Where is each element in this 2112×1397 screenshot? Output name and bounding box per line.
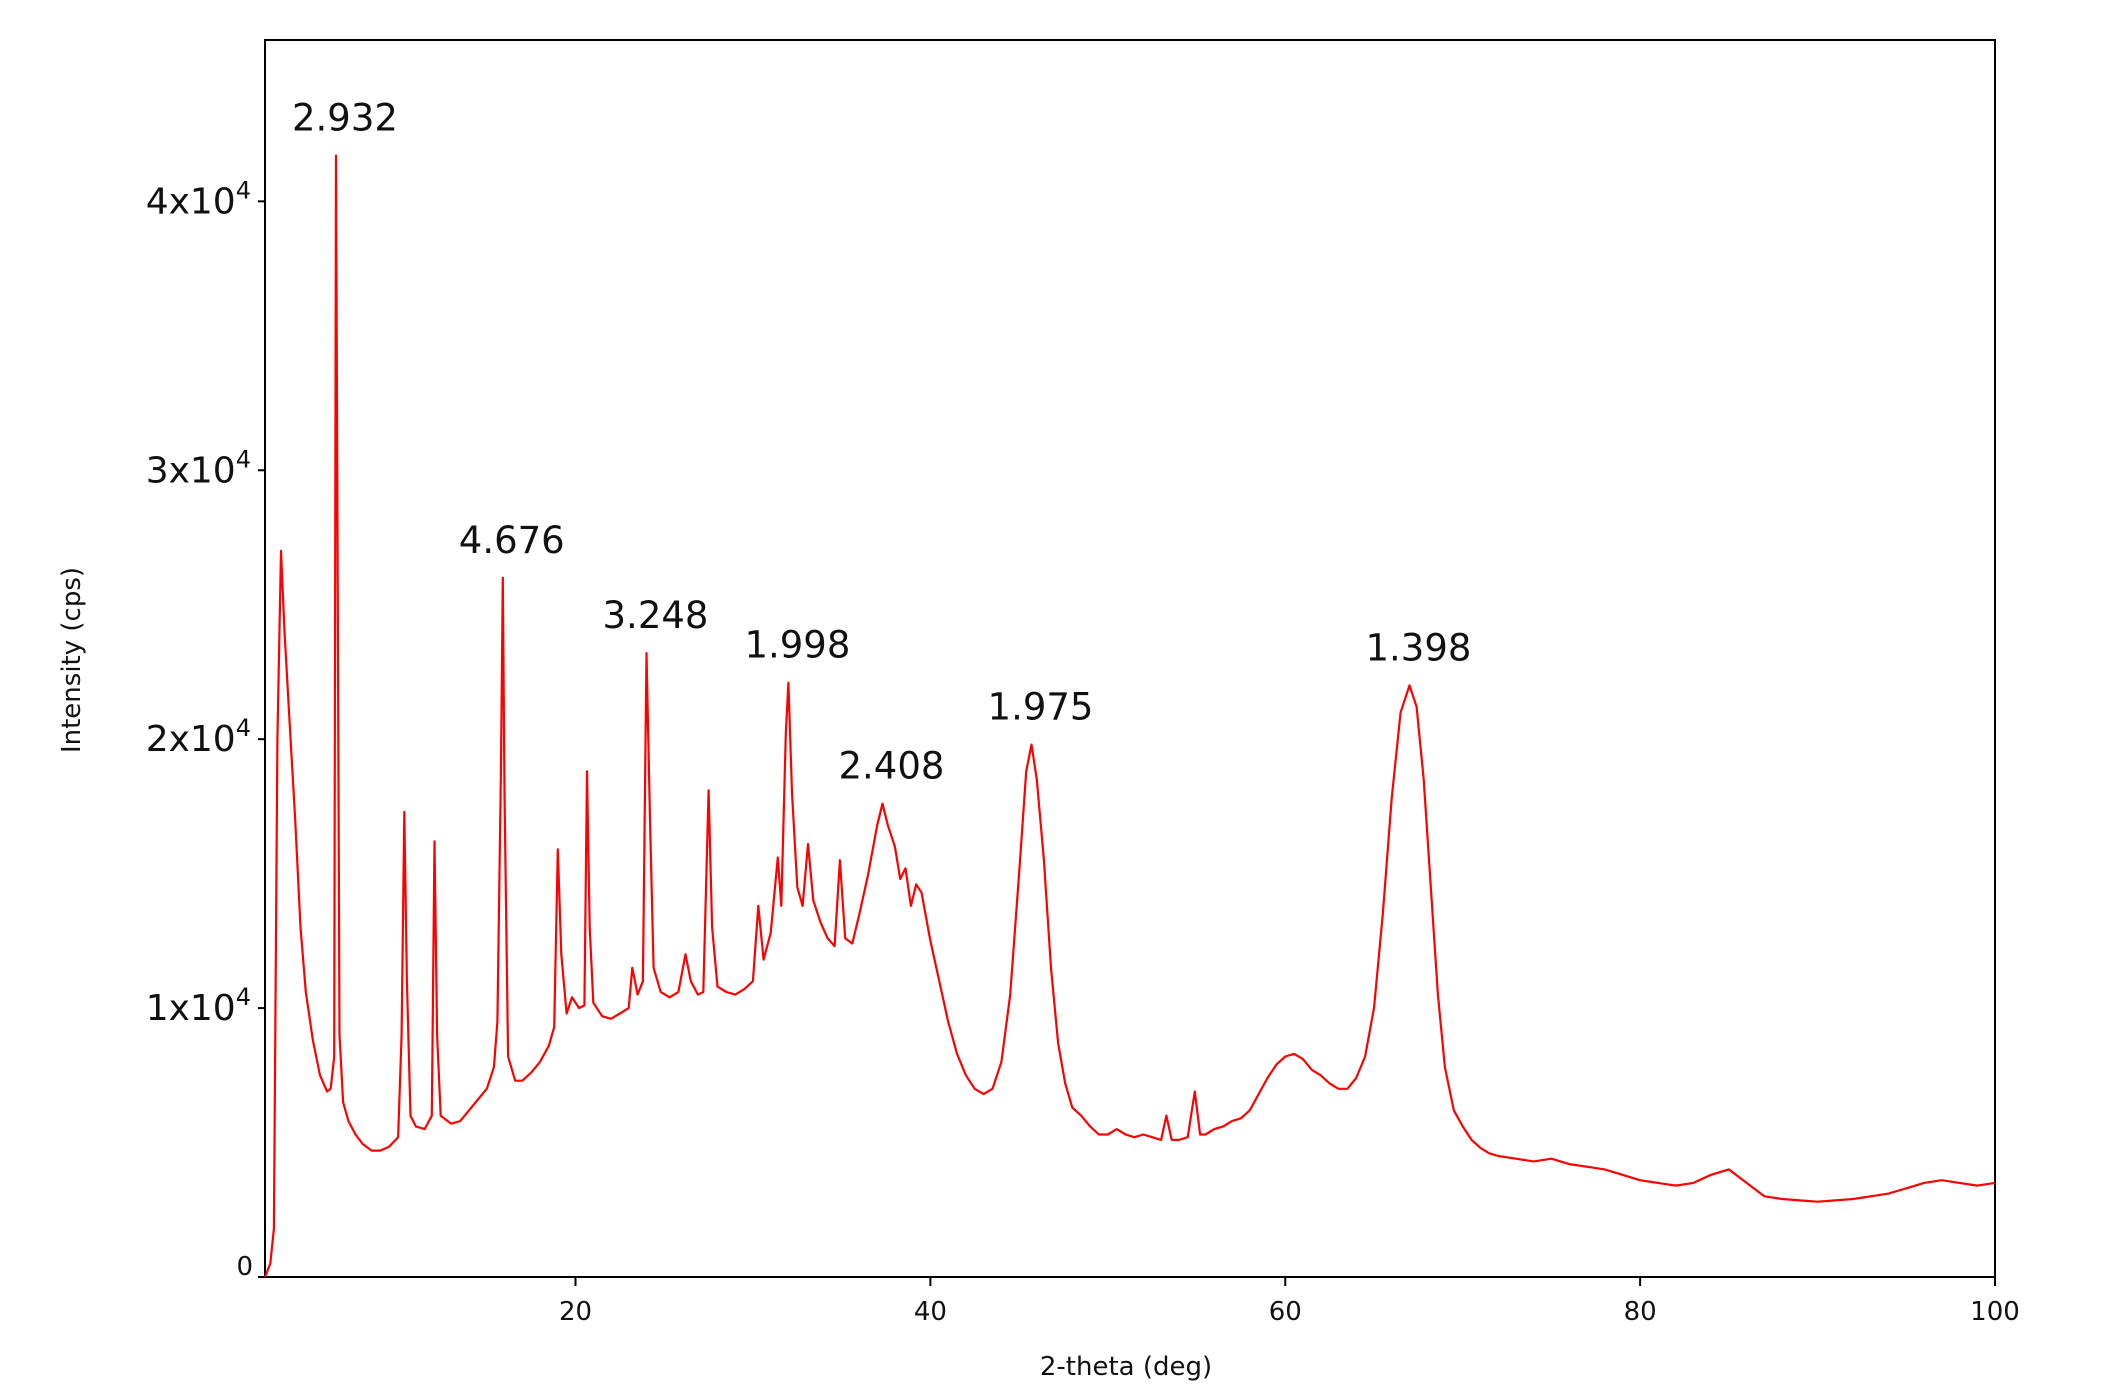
y-tick-label: 2x104 [146, 714, 251, 760]
y-axis-ticks: 0 1x104 2x104 3x104 4x104 [146, 176, 265, 1282]
x-tick-label: 40 [914, 1297, 947, 1327]
x-tick-label: 80 [1624, 1297, 1657, 1327]
peak-label: 2.932 [292, 97, 398, 140]
peak-label: 1.398 [1365, 626, 1471, 669]
series-line [263, 154, 1996, 1278]
x-tick-label: 60 [1269, 1297, 1302, 1327]
y-tick-exponent: 4 [236, 983, 251, 1011]
x-tick-label: 100 [1970, 1297, 2020, 1327]
y-tick-exponent: 4 [236, 445, 251, 473]
peak-label: 2.408 [839, 745, 945, 788]
y-tick-exponent: 4 [236, 176, 251, 204]
y-tick-label: 0 [236, 1252, 253, 1282]
x-axis-label: 2-theta (deg) [1040, 1352, 1212, 1382]
peak-label: 1.975 [988, 686, 1094, 729]
y-axis-label: Intensity (cps) [57, 567, 87, 753]
x-axis-ticks: 20 40 60 80 100 [559, 1277, 2020, 1327]
y-tick-label: 4x104 [146, 176, 251, 222]
peak-annotations: 2.932 4.676 3.248 1.998 2.408 1.975 1.398 [292, 97, 1471, 788]
peak-label: 3.248 [603, 594, 709, 637]
x-tick-label: 20 [559, 1297, 592, 1327]
y-tick-label: 3x104 [146, 445, 251, 491]
y-tick-exponent: 4 [236, 714, 251, 742]
y-tick-label: 1x104 [146, 983, 251, 1029]
peak-label: 4.676 [459, 519, 565, 562]
peak-label: 1.998 [744, 624, 850, 667]
plot-area-frame [264, 39, 1996, 1278]
